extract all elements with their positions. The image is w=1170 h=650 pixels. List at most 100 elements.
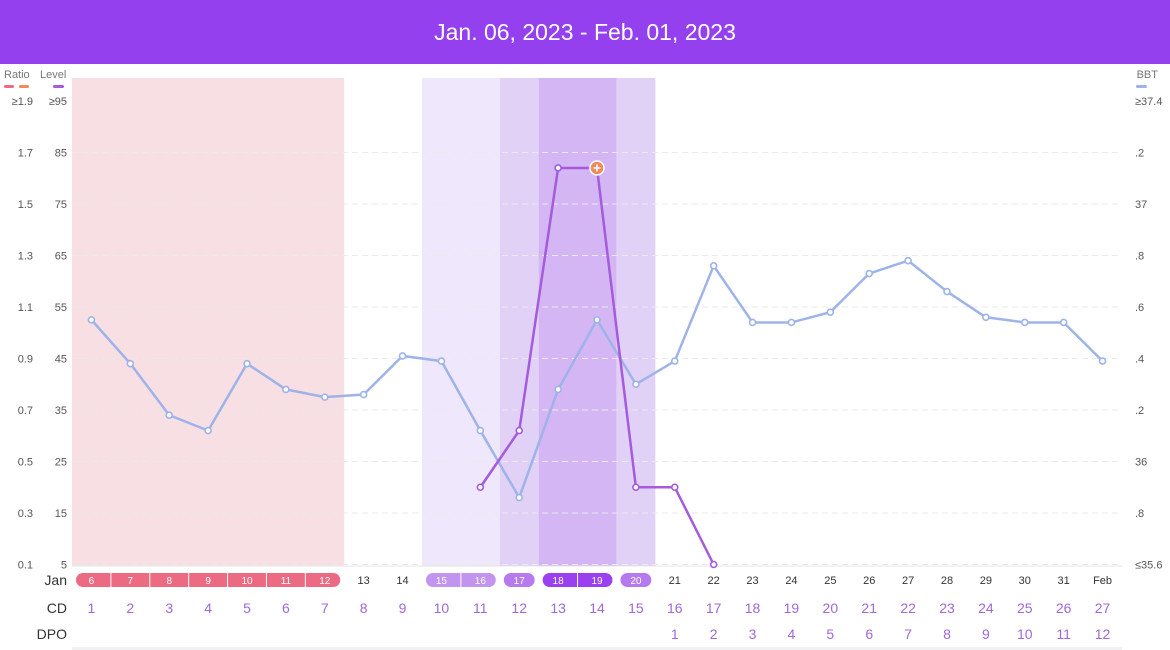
bbt-point [1020, 318, 1029, 327]
bbt-point [437, 357, 446, 365]
bbt-point [515, 493, 524, 502]
bbt-point [126, 359, 135, 368]
bbt-point [709, 262, 718, 270]
ratio-tick-label: 1.3 [18, 251, 33, 263]
bbt-tick-label: 36 [1135, 457, 1147, 469]
level-tick-label: ≥95 [49, 96, 67, 108]
phase-band-period [72, 78, 345, 566]
bbt-point [748, 318, 757, 327]
day-pill-fertile_mid [620, 573, 652, 587]
bbt-point [320, 393, 329, 401]
phase-band-fertile_mid [499, 78, 539, 566]
bbt-tick-label: .6 [1135, 302, 1144, 314]
phase-band-fertile_light [422, 78, 500, 566]
cd-value: 26 [1056, 600, 1072, 616]
dpo-value: 4 [788, 626, 796, 642]
gridlines [72, 152, 1122, 567]
ratio-tick-label: ≥1.9 [12, 96, 33, 108]
day-label: 29 [980, 575, 992, 587]
day-label: 15 [436, 576, 448, 587]
cd-row-label: CD [47, 600, 67, 616]
bbt-point [1059, 318, 1068, 327]
cd-value: 2 [126, 600, 134, 616]
bbt-point [865, 269, 874, 278]
level-tick-label: 65 [55, 251, 67, 263]
bbt-point [282, 385, 290, 394]
cd-value: 16 [667, 600, 683, 616]
legend-bbt-swatch [1136, 85, 1147, 88]
cd-value: 14 [589, 600, 605, 616]
day-label: 27 [902, 575, 914, 587]
cd-value: 24 [978, 600, 994, 616]
axes: Ratio Level BBT ≥1.9 1.7 1.5 1.3 1.1 0.9 0.7 0.5 0.… [4, 69, 1162, 572]
day-label: 14 [396, 575, 408, 587]
bbt-point [243, 359, 251, 368]
dpo-value: 3 [749, 626, 757, 642]
dpo-value: 6 [865, 626, 873, 642]
level-tick-label: 35 [55, 405, 67, 417]
day-label: 30 [1019, 575, 1031, 587]
legend-bbt-label: BBT [1137, 69, 1159, 81]
day-label: 24 [785, 575, 797, 587]
bbt-tick-label: .2 [1135, 405, 1144, 417]
level-point [632, 483, 640, 492]
level-point [670, 483, 679, 492]
cd-value: 17 [706, 600, 722, 616]
bottom-rows: Jan 6 7 8 9 10 11 12 13 14 15 16 17 18 19 20 21 22 23 24 25 2… [37, 572, 1122, 650]
level-tick-label: 85 [55, 148, 67, 160]
date-range-title: Jan. 06, 2023 - Feb. 01, 2023 [434, 18, 736, 45]
day-label: 26 [863, 575, 875, 587]
dpo-value: 7 [904, 626, 912, 642]
cd-value: 10 [434, 600, 450, 616]
phase-band-fertile_mid [616, 78, 656, 566]
dpo-value: 11 [1056, 626, 1071, 642]
date-range-header: Jan. 06, 2023 - Feb. 01, 2023 [0, 0, 1170, 64]
day-label: 20 [630, 576, 642, 587]
legend-ratio-swatch-a [4, 85, 14, 88]
legend-level-label: Level [40, 69, 66, 81]
cycle-chart[interactable]: Ratio Level BBT ≥1.9 1.7 1.5 1.3 1.1 0.9 0.7 0.5 0.… [0, 64, 1170, 650]
day-label: 10 [241, 576, 253, 587]
bottom-track [72, 647, 1122, 650]
cd-value: 27 [1095, 600, 1111, 616]
day-label: 23 [746, 575, 758, 587]
level-point [515, 426, 524, 435]
day-label: 12 [319, 576, 331, 587]
bbt-point [982, 313, 990, 322]
cd-value: 25 [1017, 600, 1033, 616]
bbt-tick-label: .2 [1135, 148, 1144, 160]
day-label: 19 [591, 576, 603, 587]
bbt-point [359, 390, 368, 399]
legend-ratio-swatch-b [19, 85, 29, 88]
phase-band-fertile_dark [538, 78, 617, 566]
day-label: 25 [824, 575, 836, 587]
dpo-value: 9 [982, 626, 990, 642]
level-tick-label: 5 [61, 560, 67, 572]
level-tick-label: 55 [55, 302, 67, 314]
day-label: 8 [166, 576, 172, 587]
cd-value: 12 [511, 600, 527, 616]
day-label: 22 [708, 575, 720, 587]
bbt-tick-label: .4 [1135, 354, 1144, 366]
cd-value: 19 [784, 600, 800, 616]
level-point [709, 560, 718, 569]
day-label: 28 [941, 575, 953, 587]
day-label: 21 [669, 575, 681, 587]
day-label: 11 [281, 576, 292, 587]
legend-level-swatch [53, 85, 64, 88]
day-row-label: Jan [44, 572, 67, 588]
day-label: 16 [475, 576, 487, 587]
cd-value: 9 [399, 600, 407, 616]
day-label: 7 [128, 576, 134, 587]
ratio-tick-label: 0.5 [18, 457, 33, 469]
ratio-tick-label: 1.7 [18, 148, 33, 160]
ratio-tick-label: 0.1 [18, 560, 33, 572]
bbt-point [943, 287, 951, 296]
level-tick-label: 75 [55, 199, 67, 211]
cd-value: 6 [282, 600, 290, 616]
bbt-tick-label: ≥37.4 [1135, 96, 1162, 108]
series [87, 160, 1107, 569]
cd-value: 18 [745, 600, 761, 616]
dpo-value: 5 [826, 626, 834, 642]
day-label: 18 [553, 576, 565, 587]
